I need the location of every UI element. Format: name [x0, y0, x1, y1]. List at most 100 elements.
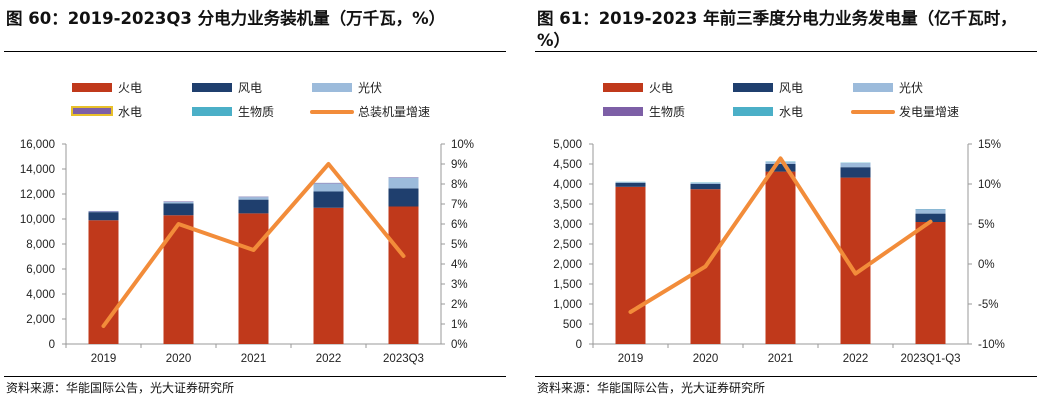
y2-tick-label: 4%: [451, 259, 468, 271]
y2-tick-label: 15%: [978, 139, 1001, 151]
x-tick-label: 2019: [91, 353, 117, 365]
title-rule: [535, 51, 1037, 52]
y-tick-label: 14,000: [20, 164, 55, 176]
y-tick-label: 4,000: [553, 179, 582, 191]
figure-60: 图 60：2019-2023Q3 分电力业务装机量（万千瓦，%） 0 2,000 4…: [4, 0, 512, 400]
x-tick-label: 2020: [693, 353, 719, 365]
legend-label: 光伏: [358, 81, 382, 95]
bar-segment: [615, 186, 646, 344]
figure-source: 资料来源：华能国际公告，光大证券研究所: [6, 381, 235, 395]
bar-segment: [615, 182, 646, 187]
y2-tick-label: 6%: [451, 219, 468, 231]
bar-segment: [388, 177, 419, 189]
legend-label: 生物质: [649, 105, 685, 119]
bar-segment: [238, 197, 269, 200]
legend-label: 总装机量增速: [358, 105, 430, 119]
bar-segment: [313, 191, 344, 208]
y2-tick-label: -10%: [978, 339, 1005, 351]
legend-swatch: [733, 83, 773, 92]
source-rule: [4, 376, 506, 377]
bar-segment: [915, 213, 946, 222]
x-tick-label: 2021: [241, 353, 267, 365]
bar-segment: [388, 188, 419, 207]
y-tick-label: 1,500: [553, 279, 582, 291]
bar-segment: [915, 209, 946, 214]
installed-capacity-chart: 0 2,000 4,000 6,000 8,000 10,000 12,000 14,000 1…: [20, 81, 474, 365]
source-rule: [535, 376, 1037, 377]
y2-tick-label: 3%: [451, 279, 468, 291]
x-tick-label: 2019: [618, 353, 644, 365]
bar-segment: [840, 163, 871, 168]
y-tick-label: 4,000: [26, 289, 55, 301]
y2-tick-label: 5%: [978, 219, 995, 231]
y2-tick-label: 0%: [451, 339, 468, 351]
y-tick-label: 6,000: [26, 264, 55, 276]
bar-segment: [163, 215, 194, 344]
legend-swatch: [312, 83, 352, 92]
legend-label: 风电: [779, 81, 803, 95]
growth-line: [628, 156, 933, 314]
legend-swatch: [733, 107, 773, 116]
bar-segment: [690, 183, 721, 184]
bar-segment: [765, 171, 796, 344]
x-tick-label: 2022: [316, 353, 342, 365]
legend-label: 水电: [779, 105, 803, 119]
y2-tick-label: 0%: [978, 259, 995, 271]
bar-segment: [238, 213, 269, 344]
y-tick-label: 2,000: [26, 314, 55, 326]
y-tick-label: 16,000: [20, 139, 55, 151]
y2-tick-label: 10%: [978, 179, 1001, 191]
bar-segment: [88, 211, 119, 213]
x-tick-label: 2022: [843, 353, 869, 365]
bar-segment: [163, 203, 194, 216]
legend-swatch: [192, 83, 232, 92]
growth-line: [101, 162, 406, 328]
title-rule: [4, 51, 506, 52]
bar-segment: [690, 184, 721, 190]
generation-chart: 0 500 1,000 1,500 2,000 2,500 3,000 3,500 4,000 4…: [553, 81, 1005, 365]
bar-segment: [765, 164, 796, 172]
figure-title: 图 60：2019-2023Q3 分电力业务装机量（万千瓦，%）: [6, 9, 446, 28]
y2-tick-label: 9%: [451, 159, 468, 171]
y2-tick-label: 2%: [451, 299, 468, 311]
legend-label: 火电: [649, 81, 673, 95]
bar-segment: [313, 183, 344, 192]
legend-swatch: [72, 83, 112, 92]
figure-61: 图 61：2019-2023 年前三季度分电力业务发电量（亿千瓦时，%） 0 50…: [535, 0, 1041, 400]
y-tick-label: 4,500: [553, 159, 582, 171]
y-tick-label: 1,000: [553, 299, 582, 311]
legend-swatch: [853, 83, 893, 92]
y-tick-label: 5,000: [553, 139, 582, 151]
legend-label: 光伏: [899, 81, 923, 95]
legend-label: 生物质: [238, 105, 274, 119]
legend-swatch: [71, 106, 113, 116]
y-tick-label: 0: [576, 339, 582, 351]
legend-label: 水电: [118, 105, 142, 119]
figure-source: 资料来源：华能国际公告，光大证券研究所: [537, 381, 766, 395]
y-tick-label: 2,500: [553, 239, 582, 251]
bar-segment: [765, 162, 796, 164]
y2-tick-label: -5%: [978, 299, 998, 311]
y-tick-label: 500: [563, 319, 582, 331]
y-tick-label: 2,000: [553, 259, 582, 271]
legend-label: 发电量增速: [899, 104, 959, 119]
bar-segment: [238, 199, 269, 214]
bar-segment: [88, 212, 119, 221]
y-tick-label: 3,000: [553, 219, 582, 231]
bar-segment: [915, 222, 946, 344]
x-tick-label: 2020: [166, 353, 192, 365]
y-tick-label: 0: [49, 339, 55, 351]
legend-label: 火电: [118, 81, 142, 95]
y-tick-label: 3,500: [553, 199, 582, 211]
bar-segment: [313, 207, 344, 344]
legend-swatch: [603, 83, 643, 92]
bar-segment: [163, 201, 194, 204]
y2-tick-label: 5%: [451, 239, 468, 251]
y-tick-label: 10,000: [20, 214, 55, 226]
legend-swatch: [192, 107, 232, 116]
bar-segment: [840, 167, 871, 178]
y2-tick-label: 1%: [451, 319, 468, 331]
legend-label: 风电: [238, 81, 262, 95]
y2-tick-label: 10%: [451, 139, 474, 151]
y2-tick-label: 7%: [451, 199, 468, 211]
